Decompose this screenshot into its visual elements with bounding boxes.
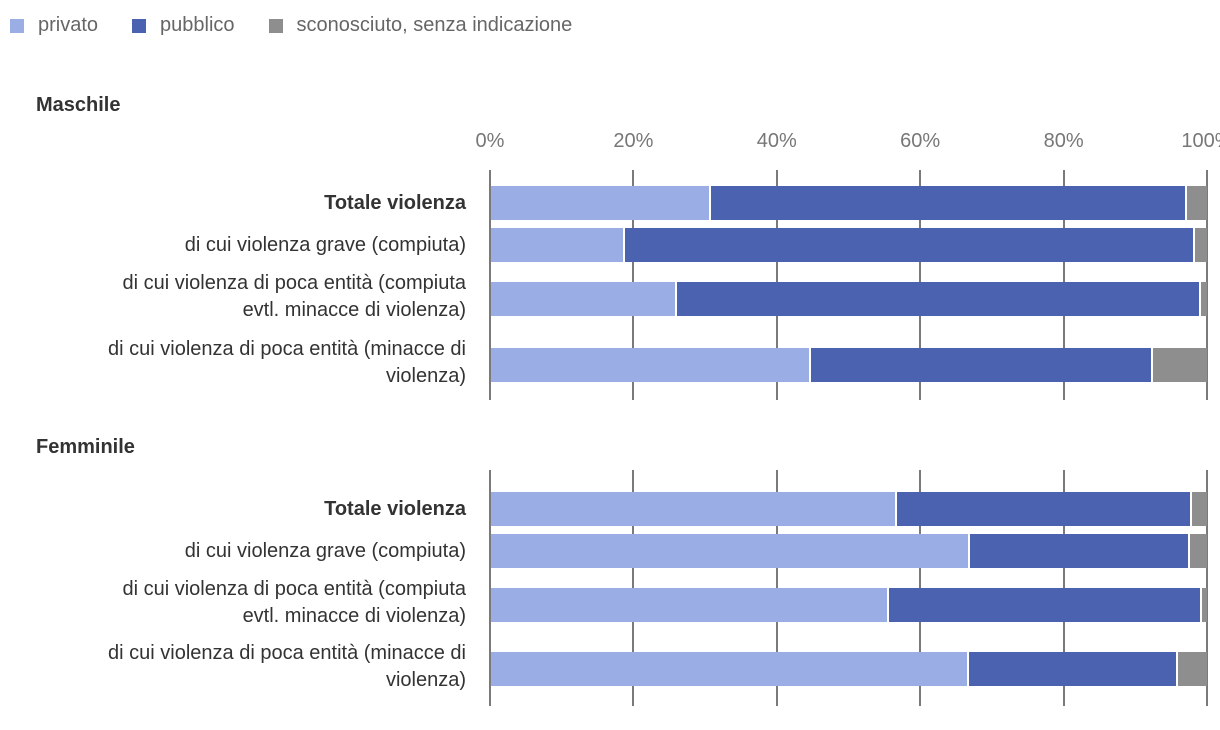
category-label: di cui violenza di poca entità (compiuta…	[6, 270, 466, 324]
legend-label: sconosciuto, senza indicazione	[296, 14, 573, 36]
bar-segment-pubblico[interactable]	[811, 348, 1152, 382]
category-label-line: di cui violenza grave (compiuta)	[184, 234, 466, 256]
bar-segment-privato[interactable]	[491, 348, 810, 382]
x-tick-label: 80%	[1043, 130, 1084, 152]
category-label-line: di cui violenza grave (compiuta)	[184, 540, 466, 562]
bar-segment-sconosciuto[interactable]	[1191, 492, 1207, 526]
x-tick-label: 0%	[475, 130, 505, 152]
category-label-line: Totale violenza	[324, 192, 466, 214]
legend-swatch	[132, 18, 147, 33]
bar-segment-sconosciuto[interactable]	[1153, 348, 1207, 382]
x-tick-label: 20%	[613, 130, 654, 152]
legend-item-privato[interactable]: privato	[10, 14, 98, 37]
bar-segment-sconosciuto[interactable]	[1187, 186, 1207, 220]
category-label: di cui violenza di poca entità (minacce …	[6, 336, 466, 390]
category-label-line: Totale violenza	[324, 498, 466, 520]
bar-segment-sconosciuto[interactable]	[1189, 534, 1207, 568]
category-label: di cui violenza di poca entità (minacce …	[6, 640, 466, 694]
legend-swatch	[268, 18, 283, 33]
bar-segment-pubblico[interactable]	[889, 588, 1200, 622]
panel-title: Femminile	[36, 436, 135, 458]
x-tick-label: 100%	[1181, 130, 1220, 152]
gridline	[1206, 170, 1208, 400]
legend-swatch	[10, 18, 24, 33]
category-label: Totale violenza	[6, 190, 466, 217]
bar-segment-pubblico[interactable]	[624, 228, 1194, 262]
category-label: di cui violenza grave (compiuta)	[6, 538, 466, 565]
bar-segment-sconosciuto[interactable]	[1195, 228, 1207, 262]
category-label-line: di cui violenza di poca entità (compiuta	[122, 272, 466, 294]
gridline	[489, 470, 491, 706]
bar-segment-privato[interactable]	[491, 228, 623, 262]
bar-segment-privato[interactable]	[491, 652, 967, 686]
category-label: Totale violenza	[6, 496, 466, 523]
bar-segment-sconosciuto[interactable]	[1201, 282, 1207, 316]
category-label: di cui violenza di poca entità (compiuta…	[6, 576, 466, 630]
category-label-line: di cui violenza di poca entità (minacce …	[108, 642, 466, 664]
legend-item-pubblico[interactable]: pubblico	[132, 14, 235, 37]
legend-item-sconosciuto[interactable]: sconosciuto, senza indicazione	[268, 14, 573, 37]
bar-segment-pubblico[interactable]	[897, 492, 1190, 526]
category-label-line: di cui violenza di poca entità (compiuta	[122, 578, 466, 600]
gridline	[489, 170, 491, 400]
panel-title: Maschile	[36, 94, 121, 116]
bar-segment-privato[interactable]	[491, 282, 675, 316]
category-label: di cui violenza grave (compiuta)	[6, 232, 466, 259]
gridline	[1206, 470, 1208, 706]
bar-segment-pubblico[interactable]	[710, 186, 1186, 220]
legend: privato pubblico sconosciuto, senza indi…	[10, 14, 572, 37]
x-tick-label: 40%	[756, 130, 797, 152]
category-label-line: violenza)	[385, 365, 466, 387]
bar-segment-privato[interactable]	[491, 186, 709, 220]
bar-segment-pubblico[interactable]	[969, 534, 1188, 568]
legend-label: pubblico	[160, 14, 235, 36]
bar-segment-privato[interactable]	[491, 492, 896, 526]
category-label-line: evtl. minacce di violenza)	[242, 605, 466, 627]
bar-segment-privato[interactable]	[491, 588, 888, 622]
bar-segment-pubblico[interactable]	[676, 282, 1200, 316]
bar-segment-sconosciuto[interactable]	[1178, 652, 1207, 686]
x-tick-label: 60%	[900, 130, 941, 152]
legend-label: privato	[38, 14, 99, 36]
category-label-line: evtl. minacce di violenza)	[242, 299, 466, 321]
category-label-line: di cui violenza di poca entità (minacce …	[108, 338, 466, 360]
bar-segment-privato[interactable]	[491, 534, 968, 568]
category-label-line: violenza)	[385, 669, 466, 691]
bar-segment-sconosciuto[interactable]	[1201, 588, 1207, 622]
bar-segment-pubblico[interactable]	[968, 652, 1177, 686]
